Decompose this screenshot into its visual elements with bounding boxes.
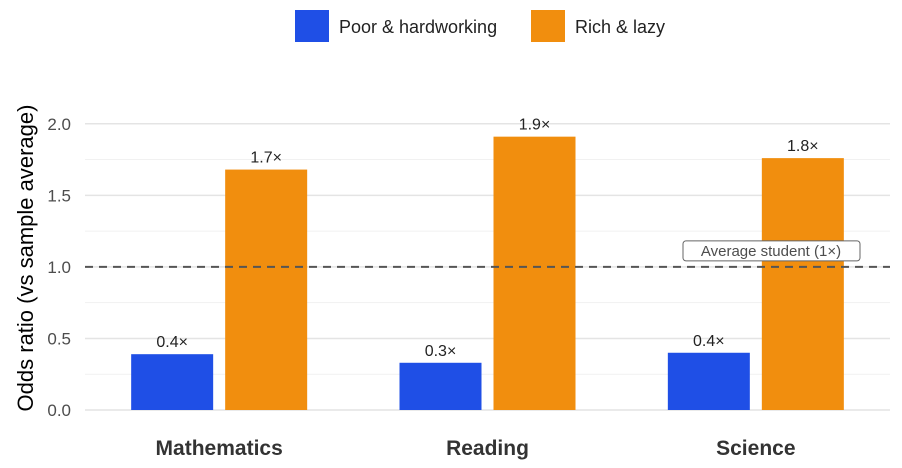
data-label: 0.4×	[693, 333, 725, 350]
x-tick-label: Science	[716, 437, 795, 460]
reference-label: Average student (1×)	[701, 243, 841, 260]
y-axis: 0.0 0.5 1.0 1.5 2.0	[47, 115, 71, 420]
bars	[131, 136, 844, 410]
data-label: 1.9×	[519, 117, 551, 134]
reference-label-box	[682, 240, 861, 262]
y-tick-label: 2.0	[47, 115, 71, 134]
x-tick-label: Reading	[446, 437, 529, 460]
legend-label: Poor & hardworking	[339, 17, 497, 37]
bar	[667, 352, 750, 410]
y-axis-label: Odds ratio (vs sample average)	[13, 105, 38, 412]
data-labels: 0.4× 1.7× 0.3× 1.9× 0.4× 1.8×	[156, 117, 818, 360]
reference-line-group: Average student (1×)	[85, 240, 890, 268]
grid	[85, 123, 890, 411]
bar	[761, 158, 844, 410]
legend-swatch	[295, 10, 329, 42]
legend: Poor & hardworking Rich & lazy	[295, 10, 665, 42]
legend-swatch	[531, 10, 565, 42]
legend-label: Rich & lazy	[575, 17, 665, 37]
bar	[225, 169, 308, 410]
bar	[131, 354, 214, 410]
x-axis: Mathematics Reading Science	[156, 437, 796, 460]
y-tick-label: 0.5	[47, 329, 71, 348]
data-label: 0.3×	[425, 343, 457, 360]
y-tick-label: 1.5	[47, 186, 71, 205]
y-tick-label: 1.0	[47, 258, 71, 277]
data-label: 1.7×	[250, 150, 282, 167]
bar	[493, 136, 576, 410]
data-label: 1.8×	[787, 138, 819, 155]
x-tick-label: Mathematics	[156, 437, 283, 460]
bar	[399, 362, 482, 410]
data-label: 0.4×	[156, 334, 188, 351]
y-tick-label: 0.0	[47, 401, 71, 420]
